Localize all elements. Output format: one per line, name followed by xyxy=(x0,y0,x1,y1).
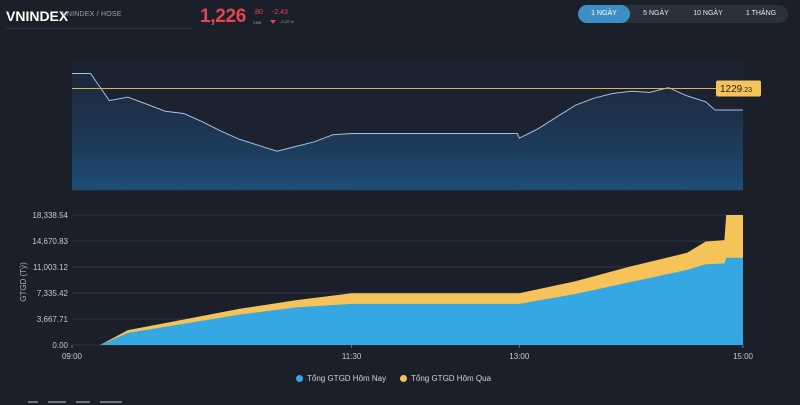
price-change: -2.43 xyxy=(272,9,288,16)
legend-item-today[interactable]: Tổng GTGD Hôm Nay xyxy=(296,374,386,383)
y-tick-label: 7,335.42 xyxy=(37,289,69,298)
y-tick-label: 18,338.54 xyxy=(32,211,68,220)
y-tick-label: 14,670.83 xyxy=(32,237,68,246)
current-price: 1,226 xyxy=(200,6,247,27)
x-tick-label: 13:00 xyxy=(509,352,530,361)
area-today xyxy=(72,257,743,345)
x-tick-label: 15:00 xyxy=(733,352,754,361)
footer-mark xyxy=(28,401,38,403)
ticker-symbol: VNINDEX xyxy=(6,8,69,24)
y-tick-label: 0.00 xyxy=(52,341,68,350)
tab-10-days[interactable]: 10 NGÀY xyxy=(693,10,723,17)
y-axis-title: GTGD (Tỷ) xyxy=(19,262,28,302)
legend-item-yesterday[interactable]: Tổng GTGD Hôm Qua xyxy=(400,374,491,383)
exchange-label: VNINDEX / HOSE xyxy=(62,11,122,18)
price-area xyxy=(72,73,743,190)
down-arrow-icon xyxy=(270,20,276,24)
tab-5-days[interactable]: 5 NGÀY xyxy=(643,10,669,17)
reference-value-badge xyxy=(716,80,761,97)
legend-dot-today xyxy=(296,375,303,382)
y-axis-ticks: 0.00 3,667.71 7,335.42 11,003.12 14,670.83 18… xyxy=(32,211,68,350)
y-tick-label: 11,003.12 xyxy=(33,263,69,272)
x-axis-ticks: 09:00 11:30 13:00 15:00 xyxy=(62,345,754,361)
footer-mark xyxy=(100,401,122,403)
footer-mark xyxy=(48,401,66,403)
legend-label-today: Tổng GTGD Hôm Nay xyxy=(307,374,387,383)
current-price-decimals: .80 xyxy=(253,9,263,16)
partial-footer-content xyxy=(28,401,122,403)
tab-1-month[interactable]: 1 THÁNG xyxy=(745,10,777,17)
y-tick-label: 3,667.71 xyxy=(37,315,69,324)
legend-label-yesterday: Tổng GTGD Hôm Qua xyxy=(411,374,492,383)
price-line xyxy=(72,73,743,152)
price-unit: VNĐ xyxy=(253,20,262,25)
reference-value: 1229.23 xyxy=(720,84,752,95)
period-tabs: 1 NGÀY 5 NGÀY 10 NGÀY 1 THÁNG xyxy=(578,5,788,23)
x-tick-label: 11:30 xyxy=(342,352,362,361)
footer-mark xyxy=(76,401,90,403)
header-bar: VNINDEX VNINDEX / HOSE 1,226 .80 VNĐ -2.… xyxy=(0,0,800,32)
tab-1-day[interactable]: 1 NGÀY xyxy=(578,5,630,23)
header-divider xyxy=(6,28,192,29)
x-tick-label: 09:00 xyxy=(62,352,83,361)
price-change-percent: -0.20 % xyxy=(280,19,294,24)
legend-dot-yesterday xyxy=(400,375,407,382)
